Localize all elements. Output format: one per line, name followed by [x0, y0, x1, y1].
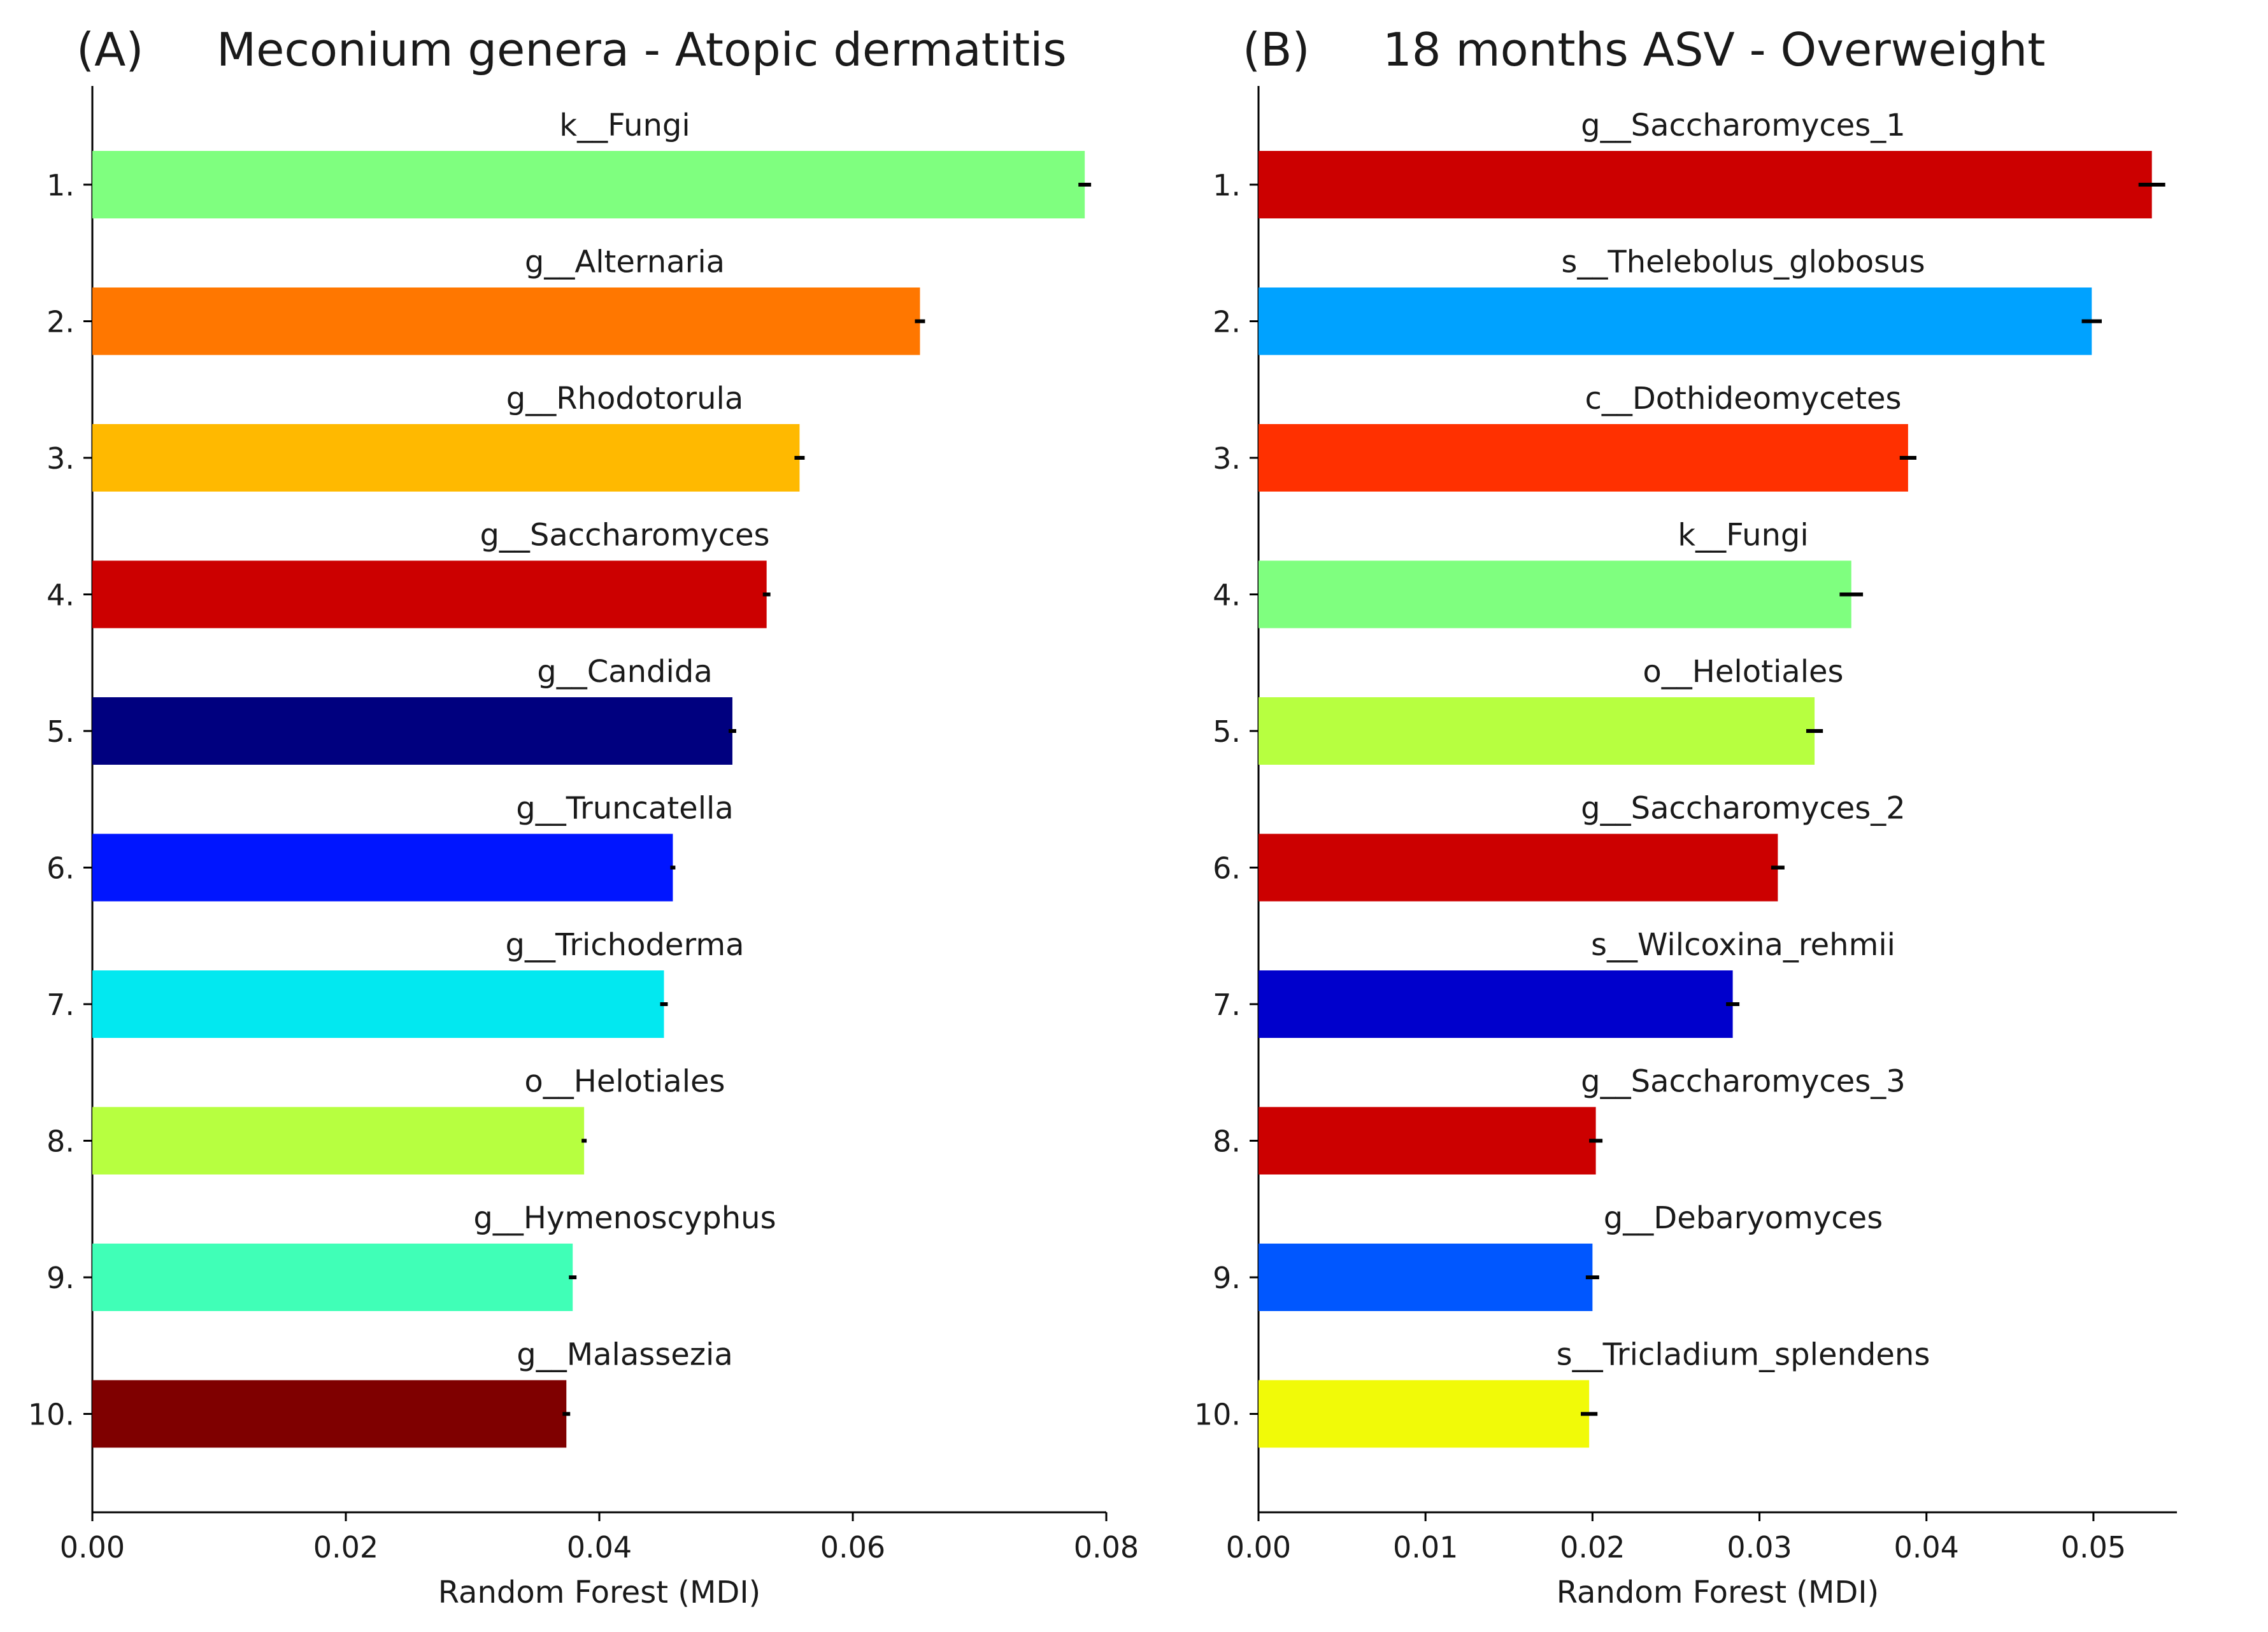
bar-label: g__Truncatella [516, 791, 734, 827]
bar-label: g__Saccharomyces [480, 518, 769, 553]
bar [1259, 287, 2092, 355]
bar-label: g__Alternaria [525, 245, 725, 280]
y-tick-label: 6. [46, 851, 75, 886]
x-tick-label: 0.02 [313, 1530, 378, 1565]
panel-label: (A) [76, 23, 143, 76]
y-tick-label: 5. [1213, 714, 1241, 749]
x-tick-label: 0.03 [1727, 1530, 1792, 1565]
bar [92, 1244, 573, 1311]
y-tick-label: 1. [46, 168, 75, 202]
y-tick-label: 7. [46, 988, 75, 1022]
x-axis-label: Random Forest (MDI) [438, 1575, 761, 1610]
y-tick-label: 9. [1213, 1261, 1241, 1295]
y-tick-label: 7. [1213, 988, 1241, 1022]
bar [92, 287, 920, 355]
x-tick-label: 0.02 [1560, 1530, 1625, 1565]
panel-label: (B) [1243, 23, 1310, 76]
chart-panel-2: (B) 18 months ASV - Overweight 0.00 0.01 0.0… [1194, 23, 2177, 1610]
bar [92, 697, 732, 765]
bar-label: s__Thelebolus_globosus [1561, 245, 1925, 280]
bar [92, 560, 767, 628]
y-tick-label: 10. [28, 1398, 75, 1432]
bar [1259, 1107, 1596, 1175]
x-tick-label: 0.04 [1894, 1530, 1959, 1565]
y-tick-label: 1. [1213, 168, 1241, 202]
bar-label: g__Rhodotorula [506, 381, 744, 416]
x-tick-label: 0.08 [1074, 1530, 1139, 1565]
bar-label: g__Saccharomyces_3 [1581, 1064, 1906, 1100]
bar [1259, 151, 2152, 218]
bar [1259, 834, 1778, 902]
bar [1259, 970, 1733, 1038]
x-tick-label: 0.01 [1393, 1530, 1458, 1565]
x-tick-label: 0.00 [60, 1530, 125, 1565]
y-tick-label: 8. [46, 1125, 75, 1159]
x-axis-label: Random Forest (MDI) [1557, 1575, 1879, 1610]
bar-label: s__Wilcoxina_rehmii [1591, 927, 1895, 963]
y-tick-label: 2. [1213, 305, 1241, 339]
bar [1259, 560, 1851, 628]
bar-label: g__Saccharomyces_2 [1581, 791, 1906, 827]
x-tick-label: 0.06 [820, 1530, 885, 1565]
y-tick-label: 3. [46, 441, 75, 476]
bar [92, 424, 800, 492]
y-tick-label: 4. [1213, 578, 1241, 613]
bar [1259, 1380, 1590, 1448]
x-tick-label: 0.04 [567, 1530, 632, 1565]
y-tick-label: 3. [1213, 441, 1241, 476]
bar [92, 1380, 567, 1448]
bar [92, 834, 673, 902]
y-tick-label: 4. [46, 578, 75, 613]
bar-label: o__Helotiales [1643, 654, 1843, 690]
bar [1259, 697, 1815, 765]
y-tick-label: 5. [46, 714, 75, 749]
bar-label: k__Fungi [559, 108, 690, 143]
y-tick-label: 9. [46, 1261, 75, 1295]
bar-label: g__Candida [537, 654, 713, 690]
bar-label: o__Helotiales [524, 1064, 725, 1100]
x-tick-label: 0.05 [2061, 1530, 2126, 1565]
y-tick-label: 2. [46, 305, 75, 339]
bar-label: c__Dothideomycetes [1585, 381, 1901, 416]
bar-label: g__Debaryomyces [1604, 1200, 1883, 1236]
bar-label: g__Hymenoscyphus [473, 1200, 776, 1236]
bar-label: g__Trichoderma [505, 927, 744, 963]
bar [92, 970, 664, 1038]
x-tick-label: 0.00 [1226, 1530, 1291, 1565]
bar-label: k__Fungi [1678, 518, 1808, 553]
y-tick-label: 10. [1194, 1398, 1241, 1432]
chart-panel-1: (A) Meconium genera - Atopic dermatitis 0.… [28, 23, 1139, 1610]
bar-label: s__Tricladium_splendens [1557, 1337, 1930, 1373]
y-tick-label: 8. [1213, 1125, 1241, 1159]
bar-label: g__Saccharomyces_1 [1581, 108, 1906, 143]
bar [1259, 1244, 1593, 1311]
chart-title: Meconium genera - Atopic dermatitis [217, 23, 1067, 76]
bar [1259, 424, 1908, 492]
bar-label: g__Malassezia [517, 1337, 733, 1373]
chart-title: 18 months ASV - Overweight [1383, 23, 2045, 76]
bar [92, 151, 1085, 218]
y-tick-label: 6. [1213, 851, 1241, 886]
bar [92, 1107, 585, 1175]
